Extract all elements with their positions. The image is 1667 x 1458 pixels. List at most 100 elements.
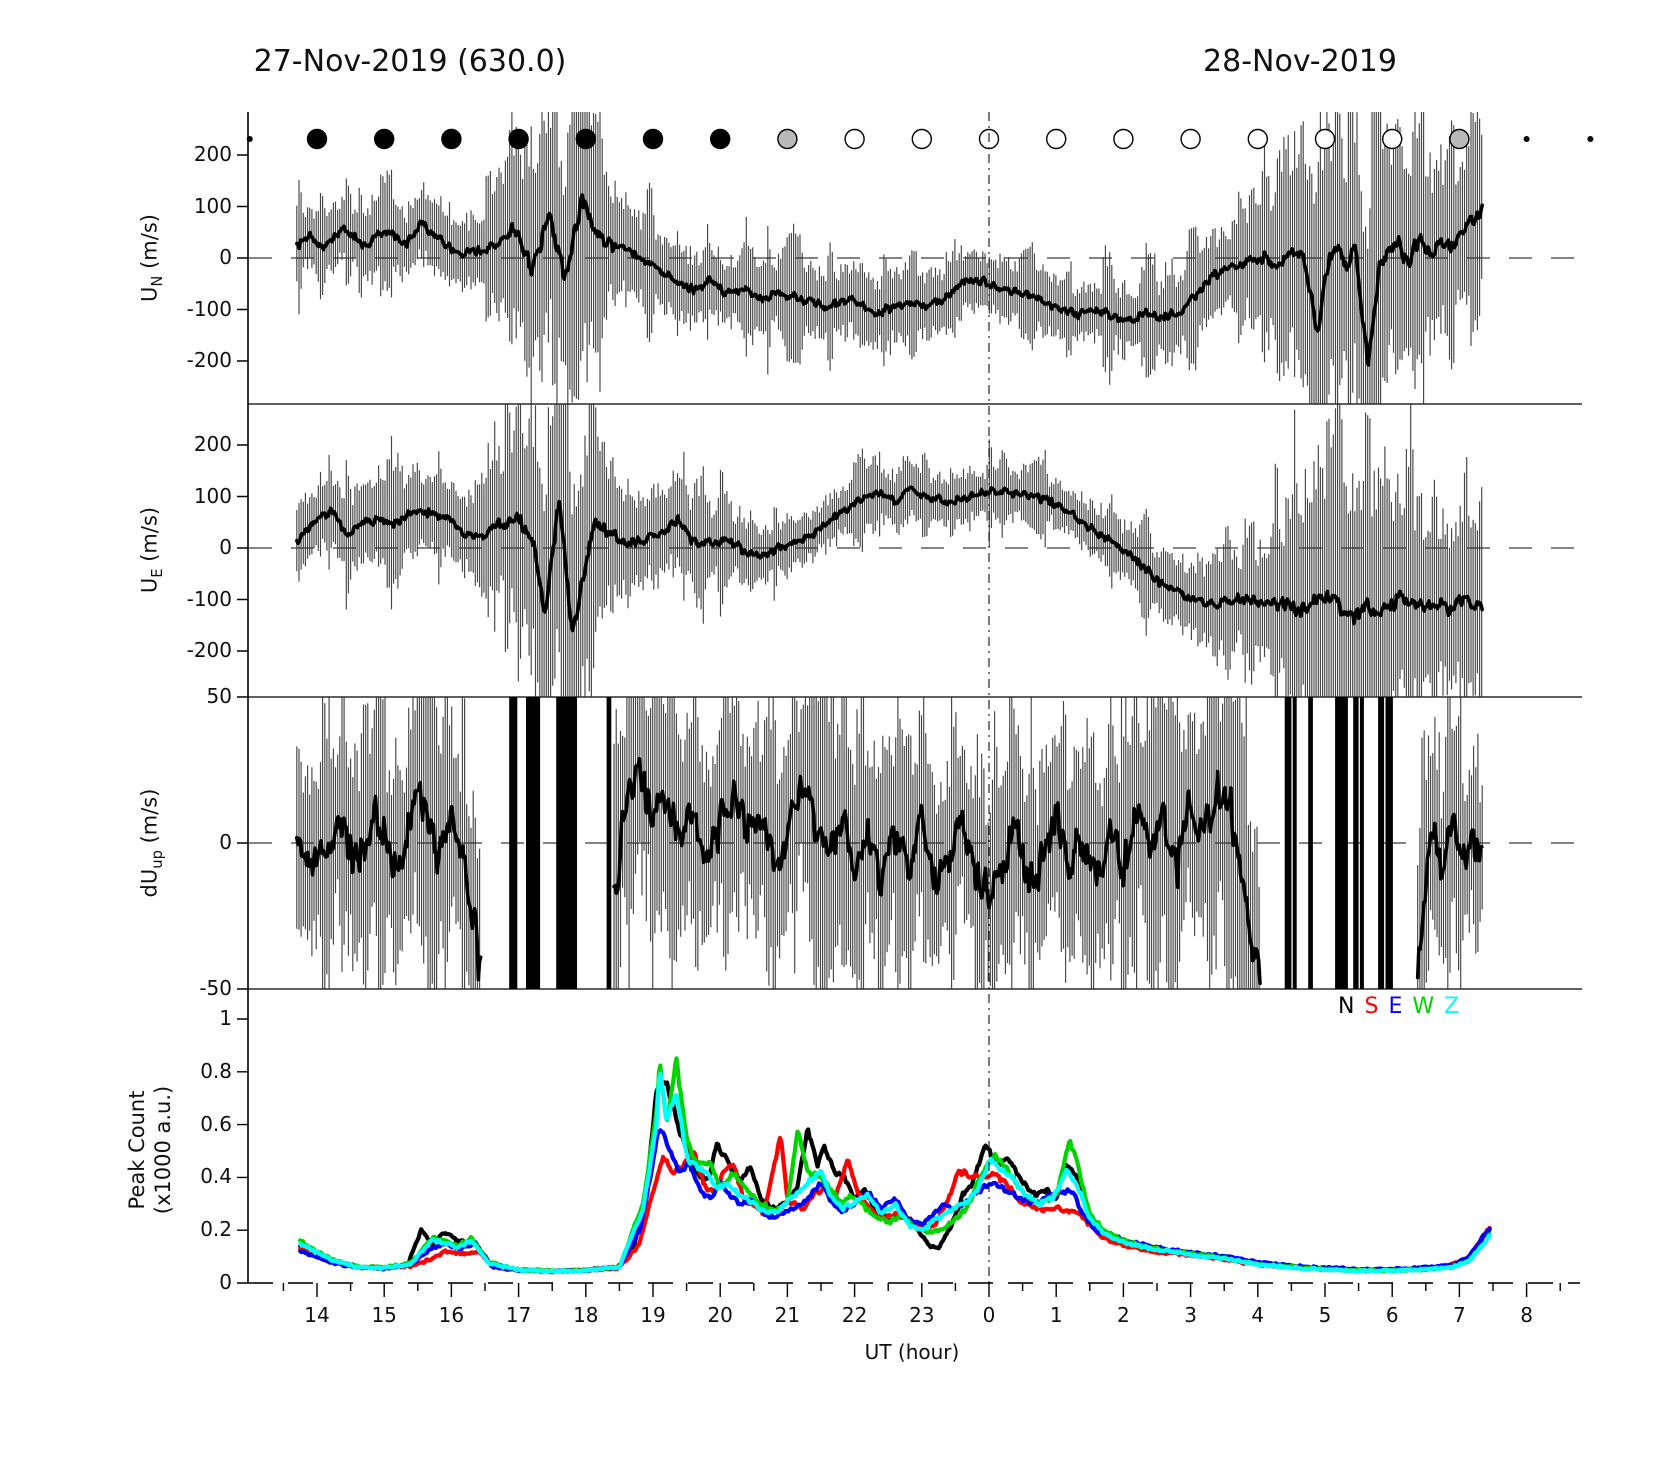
pk-series-N [298,1080,1492,1274]
legend-entry-N: N [1338,994,1356,1019]
panel-pk [298,1056,1492,1275]
x-tick-3: 3 [1184,1303,1197,1327]
x-tick-7: 7 [1453,1303,1466,1327]
un-mean-line [295,193,1484,367]
y-tick-ue--100: -100 [186,586,232,611]
moon-marker-open [1113,128,1134,150]
x-axis-label: UT (hour) [864,1340,960,1364]
x-tick-0: 0 [982,1303,996,1327]
y-tick-un--100: -100 [186,296,232,321]
y-tick-pk-0.8: 0.8 [200,1058,232,1083]
moon-marker-full [642,128,664,150]
du-mean-line [1415,812,1484,980]
panel-du [295,697,1484,989]
y-tick-pk-0: 0 [219,1270,232,1294]
x-tick-8: 8 [1520,1303,1533,1327]
y-tick-du--50: -50 [199,976,232,1000]
x-tick-18: 18 [573,1303,599,1327]
du-saturated-bar [1308,697,1313,989]
y-tick-un-200: 200 [193,142,232,166]
x-tick-1: 1 [1049,1303,1063,1327]
title-left-date: 27-Nov-2019 (630.0) [253,44,567,79]
moon-marker-full [508,128,529,150]
y-label-un-sub: N [148,275,166,287]
legend-entry-E: E [1388,994,1404,1019]
du-saturated-bar [1292,697,1297,989]
moon-marker-open [844,128,865,150]
x-tick-21: 21 [774,1303,801,1327]
moon-marker-dot [1587,136,1594,142]
moon-markers [246,128,1594,150]
moon-marker-gray [1449,128,1470,150]
moon-marker-full [374,128,395,150]
x-tick-4: 4 [1251,1303,1265,1327]
moon-marker-gray [777,128,798,150]
moon-marker-open [1180,128,1201,150]
du-error-bars [296,697,1483,989]
y-tick-un-100: 100 [193,193,232,218]
x-tick-15: 15 [371,1303,397,1327]
pk-series-Z [298,1072,1492,1275]
y-tick-pk-0.2: 0.2 [200,1217,232,1242]
x-tick-19: 19 [640,1303,666,1327]
panel-ue [295,404,1484,697]
moon-marker-open [1314,128,1336,150]
y-label-pk-line1: Peak Count [124,1090,149,1210]
du-mean-line [612,757,1262,986]
legend-entry-Z: Z [1444,994,1461,1019]
moon-marker-open [1381,128,1403,150]
y-tick-ue--200: -200 [186,638,232,662]
panel-un [295,112,1484,404]
du-saturated-bar [509,697,518,989]
moon-marker-full [306,128,328,150]
un-error-bars [296,112,1483,404]
moon-marker-full [441,128,462,150]
y-tick-un-0: 0 [219,245,232,269]
axis-ticks [237,154,1561,1297]
x-tick-20: 20 [707,1303,733,1327]
y-axis-label-pk: Peak Count (x1000 a.u.) [124,1086,177,1214]
y-tick-un--200: -200 [186,348,232,372]
du-saturated-bar [1359,697,1364,989]
x-tick-2: 2 [1117,1303,1130,1327]
du-saturated-bar [556,697,577,989]
moon-marker-dot [246,136,253,142]
du-saturated-bar [1335,697,1348,989]
du-saturated-bar [1284,697,1292,989]
title-right-date: 28-Nov-2019 [1203,44,1397,79]
du-saturated-bar [1378,697,1385,989]
moon-marker-open [911,128,932,150]
y-tick-ue-200: 200 [193,432,232,456]
du-saturated-bar [1385,697,1393,989]
pk-series-W [298,1056,1492,1275]
moon-marker-full [710,128,731,150]
y-tick-pk-1: 1 [219,1006,232,1030]
y-tick-du-0: 0 [219,830,232,854]
du-mean-line [295,780,483,982]
y-tick-ue-0: 0 [219,535,232,559]
moon-marker-open [1247,128,1269,150]
x-tick-16: 16 [438,1303,465,1327]
x-tick-23: 23 [909,1303,935,1327]
y-label-pk-line2: (x1000 a.u.) [151,1085,175,1215]
x-tick-22: 22 [841,1303,868,1327]
du-saturated-bar [606,697,612,989]
y-tick-du-50: 50 [206,684,232,708]
y-tick-pk-0.4: 0.4 [200,1164,232,1189]
x-tick-6: 6 [1385,1303,1399,1327]
y-tick-ue-100: 100 [193,483,232,508]
x-tick-14: 14 [304,1303,330,1327]
moon-marker-open [1045,128,1067,150]
moon-marker-full [575,128,596,150]
legend-entry-W: W [1412,994,1436,1019]
y-label-du-main: dU [137,868,162,898]
du-saturated-bar [526,697,541,989]
moon-marker-dot [1523,136,1530,142]
x-tick-5: 5 [1318,1303,1332,1327]
y-tick-pk-0.6: 0.6 [200,1111,232,1136]
legend-entry-S: S [1364,994,1380,1019]
du-saturated-bar [1353,697,1359,989]
